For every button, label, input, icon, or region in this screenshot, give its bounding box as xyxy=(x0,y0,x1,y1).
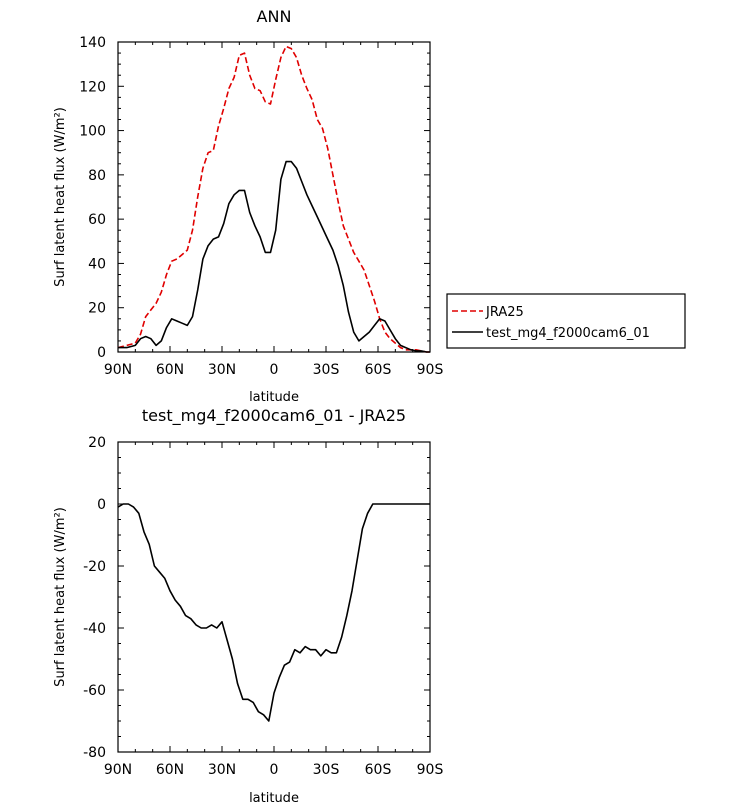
series-line-1-0 xyxy=(117,503,430,722)
bottom-series xyxy=(117,503,430,722)
legend-box xyxy=(446,293,686,349)
legend: JRA25 test_mg4_f2000cam6_01 xyxy=(446,293,686,349)
x-tick-label: 90N xyxy=(104,762,132,778)
bottom-plot-frame xyxy=(117,441,431,753)
y-tick-label: -60 xyxy=(83,683,106,699)
y-tick-label: 120 xyxy=(79,79,106,95)
top-y-axis-label: Surf latent heat flux (W/m²) xyxy=(53,107,68,287)
x-tick-label: 30N xyxy=(208,362,236,378)
bottom-chart-title: test_mg4_f2000cam6_01 - JRA25 xyxy=(142,406,406,426)
y-tick-label: 140 xyxy=(79,35,106,51)
series-line-0-0 xyxy=(117,45,430,353)
y-tick-label: 100 xyxy=(79,124,106,140)
top-chart-title: ANN xyxy=(257,7,292,26)
x-tick-label: 30S xyxy=(313,362,340,378)
x-tick-label: 90S xyxy=(417,762,444,778)
bottom-panel: test_mg4_f2000cam6_01 - JRA25 90N 60N 30N 0… xyxy=(53,406,443,806)
y-tick-label: 20 xyxy=(88,301,106,317)
top-x-axis-label: latitude xyxy=(249,390,299,405)
x-tick-label: 60S xyxy=(365,362,392,378)
x-tick-label: 90N xyxy=(104,362,132,378)
top-ticks: 90N 60N 30N 0 30S 60S 90S 0 20 40 60 80 100 120 140 xyxy=(79,35,443,378)
x-tick-label: 90S xyxy=(417,362,444,378)
legend-label-test: test_mg4_f2000cam6_01 xyxy=(486,326,650,341)
y-tick-label: 40 xyxy=(88,256,106,272)
x-tick-label: 60N xyxy=(156,762,184,778)
x-tick-label: 0 xyxy=(270,362,279,378)
x-tick-label: 60N xyxy=(156,362,184,378)
bottom-y-axis-label: Surf latent heat flux (W/m²) xyxy=(53,507,68,687)
x-tick-label: 60S xyxy=(365,762,392,778)
y-tick-label: 20 xyxy=(88,435,106,451)
y-tick-label: 80 xyxy=(88,168,106,184)
top-panel: ANN 90N 60N 30N 0 30S 60S 90S 0 20 40 60 80 100 120 14… xyxy=(53,7,443,405)
series-line-0-1 xyxy=(118,160,430,353)
bottom-ticks: 90N 60N 30N 0 30S 60S 90S -80 -60 -40 -20 0 20 xyxy=(83,435,443,778)
x-tick-label: 30N xyxy=(208,762,236,778)
x-tick-label: 30S xyxy=(313,762,340,778)
y-tick-label: 0 xyxy=(97,345,106,361)
y-tick-label: -20 xyxy=(83,559,106,575)
x-tick-label: 0 xyxy=(270,762,279,778)
top-series xyxy=(117,45,430,353)
y-tick-label: 60 xyxy=(88,212,106,228)
y-tick-label: -80 xyxy=(83,745,106,761)
bottom-x-axis-label: latitude xyxy=(249,791,299,806)
y-tick-label: 0 xyxy=(97,497,106,513)
legend-label-jra25: JRA25 xyxy=(485,305,524,320)
y-tick-label: -40 xyxy=(83,621,106,637)
